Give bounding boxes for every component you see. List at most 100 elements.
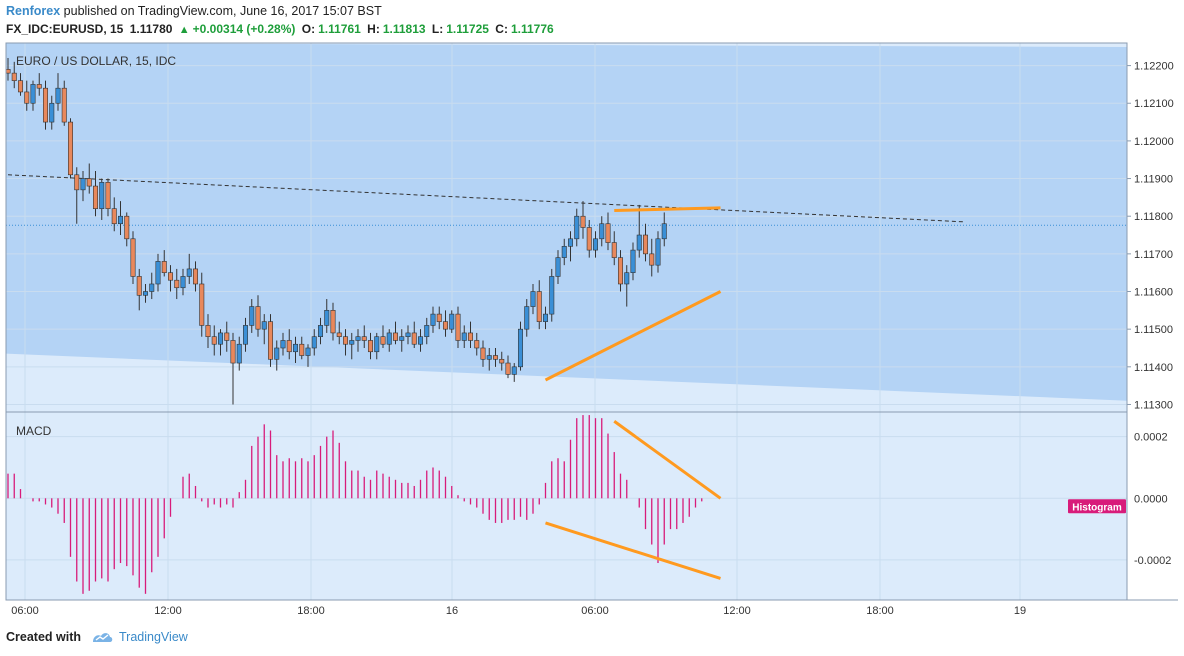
- candle-body: [386, 332, 392, 345]
- candle-body: [367, 340, 373, 353]
- candle-body: [355, 336, 361, 341]
- candle-body: [80, 178, 86, 191]
- candle-body: [30, 84, 36, 104]
- macd-top-trendline: [613, 420, 722, 500]
- candle-body: [42, 87, 48, 123]
- price-axis-label: 1.11700: [1134, 249, 1173, 261]
- candle-body: [461, 332, 467, 341]
- last-price: 1.11780: [129, 22, 173, 36]
- candle-body: [567, 238, 573, 247]
- candle-body: [317, 325, 323, 337]
- candle-body: [580, 215, 586, 228]
- price-axis-label: 1.11900: [1134, 174, 1173, 186]
- candle-body: [149, 283, 155, 292]
- candle-body: [124, 215, 130, 240]
- chart-area[interactable]: EURO / US DOLLAR, 15, IDC MACD 1.12200 1.12…: [0, 0, 1184, 625]
- low-value: 1.11725: [446, 22, 489, 36]
- candle-body: [111, 208, 117, 225]
- macd-axis-label: -0.0002: [1134, 555, 1171, 567]
- candle-body: [549, 276, 555, 315]
- candle-body: [624, 272, 630, 285]
- candle-body: [661, 223, 667, 240]
- candle-body: [636, 234, 642, 251]
- candle-body: [617, 257, 623, 285]
- price-bottom-trendline: [544, 290, 722, 382]
- close-value: 1.11776: [510, 22, 554, 36]
- candle-body: [449, 313, 455, 330]
- candle-body: [249, 306, 255, 326]
- candle-body: [286, 340, 292, 353]
- time-axis-label: 06:00: [581, 605, 609, 617]
- candle-body: [118, 215, 124, 225]
- publisher-username[interactable]: Renforex: [6, 4, 61, 18]
- candle-body: [380, 336, 386, 345]
- price-axis-label: 1.11300: [1134, 399, 1173, 411]
- candle-body: [330, 310, 336, 334]
- price-axis-label: 1.11600: [1134, 287, 1173, 299]
- candle-body: [436, 313, 442, 322]
- macd-axis-label: 0.0000: [1134, 493, 1168, 505]
- candle-body: [599, 223, 605, 240]
- candle-body: [155, 261, 161, 285]
- price-change: +0.00314 (+0.28%): [192, 22, 296, 36]
- macd-axis-label: 0.0002: [1134, 432, 1168, 444]
- candle-body: [611, 242, 617, 258]
- time-axis-label: 18:00: [866, 605, 894, 617]
- candle-body: [24, 91, 30, 104]
- time-axis-label: 18:00: [297, 605, 325, 617]
- candle-body: [411, 332, 417, 345]
- candle-body: [349, 340, 355, 345]
- candle-body: [361, 336, 367, 341]
- candle-body: [99, 182, 105, 209]
- candle-body: [586, 227, 592, 251]
- tradingview-brand-link[interactable]: TradingView: [119, 630, 188, 644]
- candle-body: [211, 336, 217, 345]
- candle-body: [130, 238, 136, 277]
- candle-body: [61, 87, 67, 123]
- candle-body: [530, 291, 536, 307]
- candle-body: [199, 283, 205, 326]
- price-axis-label: 1.12200: [1134, 61, 1174, 73]
- tradingview-logo-icon: [93, 633, 113, 642]
- candle-body: [161, 261, 167, 273]
- candle-body: [261, 321, 267, 330]
- symbol-ohlc-line: FX_IDC:EURUSD, 15 1.11780 ▲ +0.00314 (+0.…: [6, 22, 557, 36]
- candle-body: [392, 332, 398, 341]
- candle-body: [417, 336, 423, 345]
- candle-body: [230, 340, 236, 364]
- candle-body: [605, 223, 611, 243]
- price-axis-label: 1.12100: [1134, 98, 1174, 110]
- candle-body: [574, 215, 580, 240]
- candle-body: [299, 343, 305, 356]
- time-axis-label: 16: [446, 605, 458, 617]
- candle-body: [561, 246, 567, 258]
- up-arrow-icon: ▲: [178, 24, 190, 36]
- price-pane-title: EURO / US DOLLAR, 15, IDC: [16, 54, 176, 68]
- candle-body: [236, 343, 242, 364]
- candle-body: [36, 84, 42, 89]
- candle-body: [592, 238, 598, 251]
- low-label: L:: [431, 22, 444, 36]
- candle-body: [642, 234, 648, 255]
- candle-body: [630, 249, 636, 273]
- candle-body: [305, 347, 311, 356]
- symbol-label: FX_IDC:EURUSD, 15: [6, 22, 124, 36]
- candle-body: [555, 257, 561, 277]
- candle-body: [243, 325, 249, 345]
- candle-body: [442, 321, 448, 330]
- candle-body: [280, 340, 286, 349]
- candle-body: [480, 347, 486, 360]
- candle-body: [524, 306, 530, 330]
- candle-body: [174, 279, 180, 289]
- candle-body: [205, 325, 211, 337]
- candle-body: [255, 306, 261, 330]
- publisher-line: Renforex published on TradingView.com, J…: [6, 4, 382, 18]
- high-label: H:: [367, 22, 380, 36]
- candle-body: [474, 340, 480, 349]
- candle-body: [49, 102, 55, 123]
- candle-body: [274, 347, 280, 360]
- candle-body: [405, 332, 411, 337]
- time-axis-label: 12:00: [154, 605, 182, 617]
- published-text: published on TradingView.com, June 16, 2…: [63, 4, 382, 18]
- time-axis-label: 19: [1014, 605, 1026, 617]
